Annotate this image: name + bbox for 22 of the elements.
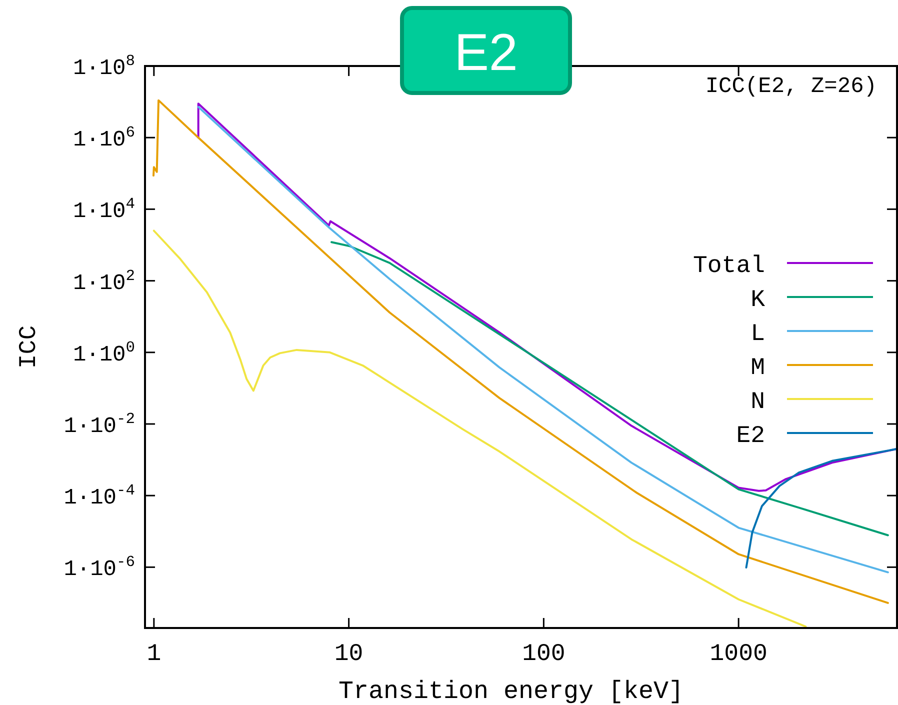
y-tick-label: 1·10$^{4}$ — [72, 195, 135, 224]
legend-label: K — [750, 287, 766, 314]
legend-label: M — [750, 355, 765, 382]
annotation: ICC(E2, Z=26) — [705, 74, 877, 99]
y-axis-title: ICC — [16, 325, 43, 369]
chart-title: E2 — [454, 24, 518, 82]
legend-label: Total — [692, 253, 765, 280]
y-tick-label: 1·10$^{2}$ — [72, 266, 135, 296]
y-tick-label: 1·10$^{6}$ — [72, 124, 135, 153]
legend-label: N — [750, 389, 765, 416]
y-tick-label: 1·10$^{8}$ — [72, 52, 135, 81]
x-tick-label: 1000 — [710, 641, 768, 668]
legend-label: E2 — [736, 423, 765, 450]
legend-label: L — [750, 321, 765, 348]
x-axis-title: Transition energy [keV] — [338, 677, 684, 705]
y-tick-label: 1·10$^{-6}$ — [64, 553, 135, 582]
x-tick-label: 10 — [334, 641, 364, 668]
y-tick-label: 1·10$^{0}$ — [72, 338, 135, 368]
y-tick-label: 1·10$^{-2}$ — [64, 410, 135, 439]
y-tick-label: 1·10$^{-4}$ — [64, 482, 135, 511]
x-tick-label: 1 — [146, 641, 162, 668]
x-tick-label: 100 — [522, 641, 566, 668]
